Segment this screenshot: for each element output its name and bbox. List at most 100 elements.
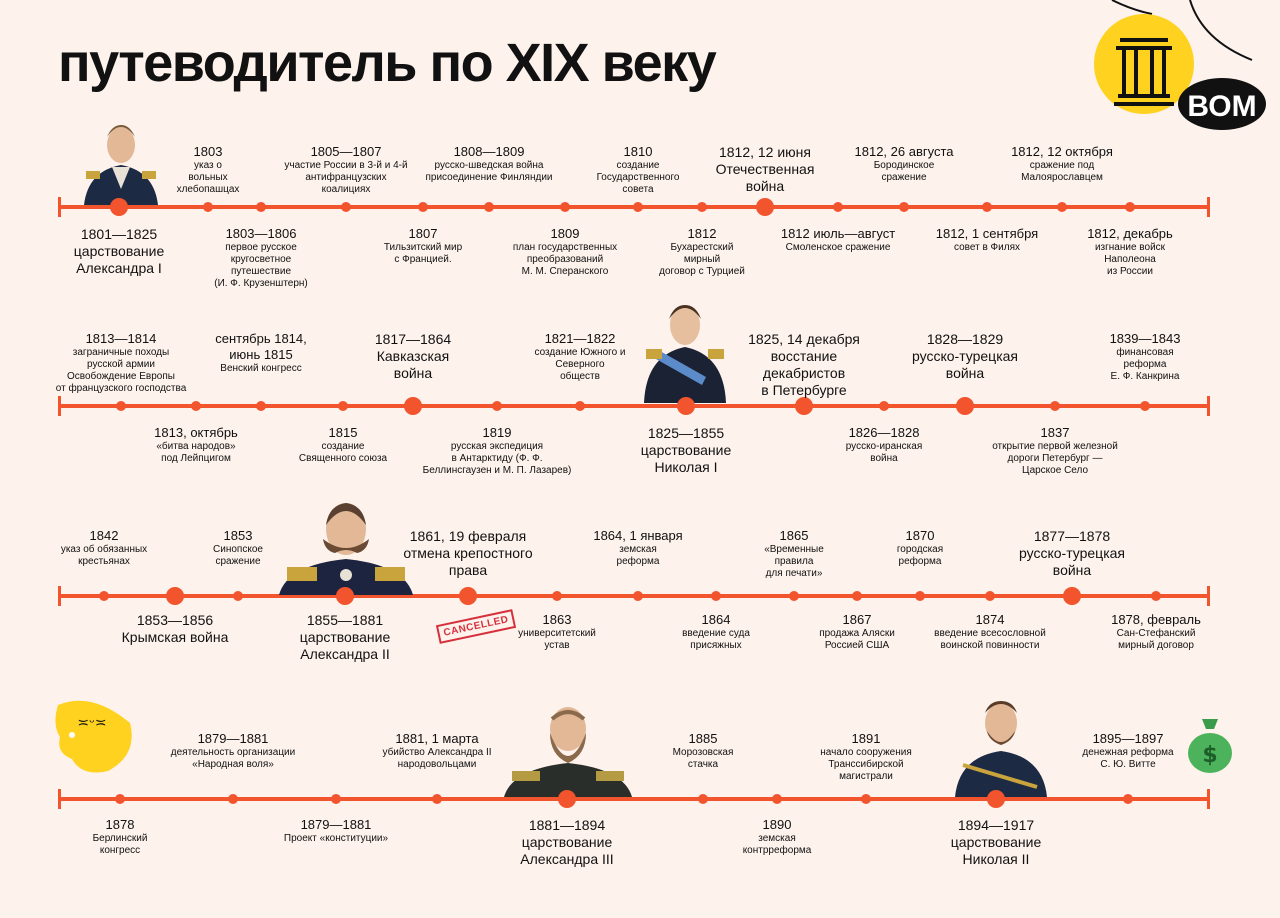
timeline-dot [233,591,243,601]
timeline-event: 1826—1828 русско-иранская война [846,425,923,465]
vom-logo: ВОМ [1094,0,1266,130]
event-text: создание Государственного совета [596,160,680,195]
event-text: денежная реформа С. Ю. Витте [1082,747,1174,770]
timeline-dot [492,401,502,411]
event-date: 1891 [851,731,881,746]
timeline-event: 1855—1881 царствование Александра II [300,612,390,663]
timeline-dot [432,794,442,804]
timeline-dot [772,794,782,804]
timeline-event: 1813—1814 заграничные походы русской арми… [56,331,187,395]
event-date: 1812, 1 сентября [935,226,1039,241]
event-date: 1812, 26 августа [854,144,954,159]
timeline-event: 1877—1878 русско-турецкая война [1019,528,1125,579]
event-text: введение суда присяжных [682,628,750,651]
event-text: деятельность организации «Народная воля» [170,747,296,770]
axis-tick [1207,197,1210,217]
event-date: 1865 [779,528,809,543]
event-text: Берлинский конгресс [92,833,148,856]
timeline-dot [418,202,428,212]
event-text: Проект «конституции» [283,833,389,844]
timeline-dot [698,794,708,804]
event-text: продажа Аляски Россией США [819,628,895,651]
event-date: 1826—1828 [848,425,920,440]
event-text: отмена крепостного права [403,545,533,578]
cancelled-stamp: CANCELLED [435,609,517,644]
timeline-dot [987,790,1005,808]
event-text: восстание декабристов в Петербурге [761,348,847,398]
timeline-event: 1839—1843 финансовая реформа Е. Ф. Канкри… [1110,331,1181,383]
event-date: 1812 июль—август [780,226,896,241]
timeline-event: 1805—1807 участие России в 3-й и 4-й анти… [284,144,407,196]
timeline-dot [166,587,184,605]
timeline-dot [982,202,992,212]
timeline-event: 1874 введение всесословной воинской повин… [934,612,1046,652]
event-date: 1853—1856 [136,612,214,628]
event-text: земская контрреформа [742,833,812,856]
event-text: сражение под Малоярославцем [1021,160,1103,183]
money-bag-icon: $ [1188,719,1232,773]
event-date: 1864 [701,612,731,627]
timeline-event: 1821—1822 создание Южного и Северного общ… [534,331,625,383]
event-text: план государственных преобразований М. М… [512,242,618,277]
event-date: 1839—1843 [1109,331,1181,346]
event-date: 1881, 1 марта [395,731,479,746]
event-date: 1810 [623,144,653,159]
timeline-dot [336,587,354,605]
event-text: указ об обязанных крестьянах [60,544,148,567]
timeline-event: 1890 земская контрреформа [743,817,812,857]
timeline-dot [341,202,351,212]
portrait-nicholas-i [644,305,726,403]
yellow-cheese-icon: ≍ᵕ≍ [55,700,132,773]
event-text: совет в Филях [954,242,1020,253]
timeline-dot [711,591,721,601]
event-date: 1812, 12 июня [718,144,812,160]
timeline-dot [852,591,862,601]
event-date: 1812, 12 октября [1011,144,1113,159]
event-text: заграничные походы русской армии Освобож… [55,347,187,394]
timeline-dot [110,198,128,216]
timeline-dot [331,794,341,804]
timeline-event: 1864, 1 января земская реформа [593,528,682,568]
event-date: 1890 [762,817,792,832]
timeline-dot [1063,587,1081,605]
event-date: 1813—1814 [85,331,157,346]
timeline-event: 1881—1894 царствование Александра III [520,817,613,868]
timeline-dot [899,202,909,212]
axis-tick [1207,789,1210,809]
event-text: участие России в 3-й и 4-й антифранцузск… [284,160,408,195]
timeline-event: 1861, 19 февраля отмена крепостного права [403,528,532,579]
timeline-event: сентябрь 1814, июнь 1815 Венский конгресс [215,331,307,375]
timeline-event: 1863 университетский устав [518,612,596,652]
event-date: 1879—1881 [300,817,372,832]
timeline-event: 1879—1881 деятельность организации «Народ… [171,731,295,771]
event-text: начало сооружения Транссибирской магистр… [820,747,912,782]
timeline-event: 1801—1825 царствование Александра I [74,226,164,277]
event-date: 1878 [105,817,135,832]
timeline-dot [789,591,799,601]
event-date: 1815 [328,425,358,440]
event-text: «битва народов» под Лейпцигом [156,441,236,464]
timeline-dot [203,202,213,212]
event-text: городская реформа [896,544,944,567]
event-text: Крымская война [121,629,229,645]
event-text: введение всесословной воинской повинност… [934,628,1046,651]
timeline-dot [338,401,348,411]
event-text: русско-шведская война присоединение Финл… [425,160,553,183]
axis-tick [58,789,61,809]
event-date: 1812 [687,226,717,241]
event-date: 1853 [223,528,253,543]
timeline-event: 1895—1897 денежная реформа С. Ю. Витте [1082,731,1173,771]
event-text: Бородинское сражение [873,160,935,183]
event-date: 1805—1807 [310,144,382,159]
timeline-dot [99,591,109,601]
page-title: путеводитель по XIX веку [58,33,717,93]
event-text: царствование Николая II [950,834,1042,867]
timeline-dot [558,790,576,808]
timeline-axis-2 [58,404,1210,408]
event-text: убийство Александра II народовольцами [382,747,492,770]
timeline-event: 1803—1806 первое русское кругосветное пут… [214,226,308,290]
timeline-dot [1125,202,1135,212]
timeline-dot [116,401,126,411]
timeline-dot [956,397,974,415]
axis-tick [58,586,61,606]
